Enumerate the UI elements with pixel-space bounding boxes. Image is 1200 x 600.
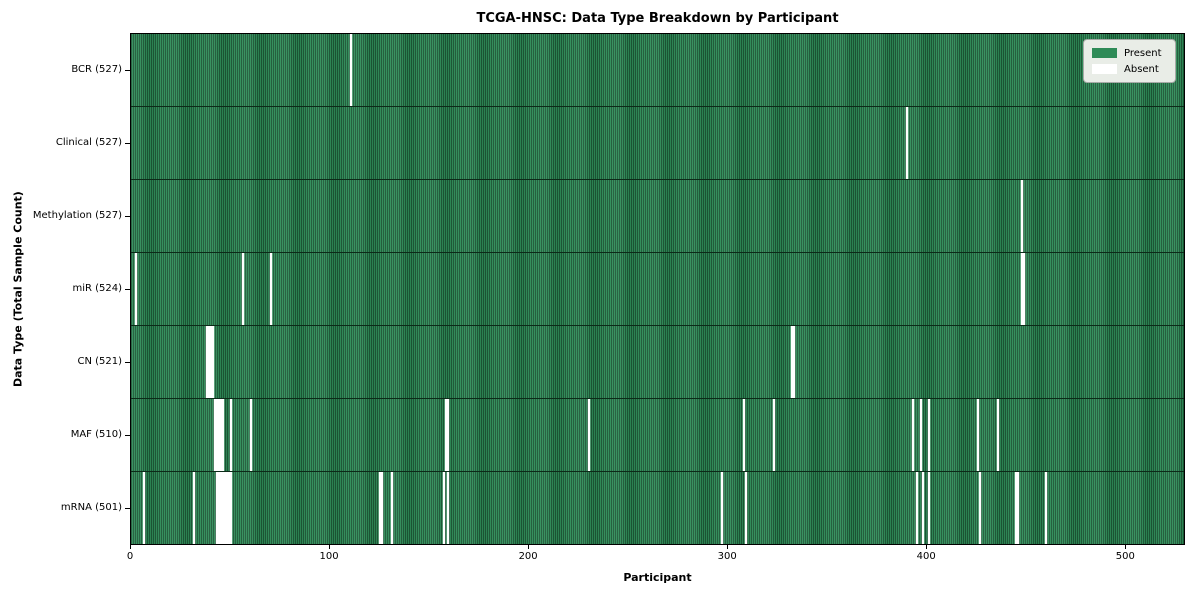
heatmap-row-maf [131,399,1184,472]
legend-label-present: Present [1124,47,1162,59]
y-tick-mark [125,362,130,364]
x-tick-label: 300 [717,551,737,562]
absent-mark [214,399,217,471]
y-tick-label: Methylation (527) [32,209,122,221]
absent-mark [927,399,930,471]
absent-mark [226,472,229,544]
present-swatch-icon [1092,48,1117,58]
y-tick-label: CN (521) [77,356,122,368]
absent-mark [228,472,231,544]
absent-mark [222,399,225,471]
chart-title: TCGA-HNSC: Data Type Breakdown by Partic… [476,11,839,26]
legend-label-absent: Absent [1124,63,1159,75]
absent-mark [1021,253,1024,325]
absent-mark [1017,472,1020,544]
absent-mark [790,326,793,398]
absent-mark [1015,472,1018,544]
x-tick-mark [528,545,530,549]
absent-mark [742,399,745,471]
absent-mark [381,472,384,544]
x-axis-label: Participant [623,571,692,584]
absent-mark [216,399,219,471]
x-tick-label: 100 [319,551,339,562]
absent-mark [1044,472,1047,544]
x-tick-label: 200 [518,551,538,562]
absent-mark [442,472,445,544]
absent-mark [230,399,233,471]
absent-mark [230,472,233,544]
absent-mark [915,472,918,544]
absent-mark [911,399,914,471]
absent-mark [792,326,795,398]
y-tick-label: mRNA (501) [60,502,122,514]
absent-mark [997,399,1000,471]
absent-mark [979,472,982,544]
absent-mark [216,472,219,544]
x-tick-mark [130,545,131,549]
absent-mark [208,326,211,398]
x-tick-label: 400 [916,551,936,562]
heatmap-row-mrna [131,472,1184,544]
x-tick-label: 500 [1115,551,1135,562]
y-tick-mark [125,215,130,217]
heatmap-row-clinical [131,107,1184,180]
legend-entry-absent: Absent [1092,64,1167,75]
absent-mark [224,472,227,544]
absent-mark [218,472,221,544]
absent-mark [206,326,209,398]
absent-mark [192,472,195,544]
absent-mark [242,253,245,325]
y-tick-label: Clinical (527) [55,136,122,148]
plot-area [130,33,1185,545]
absent-mark [134,253,137,325]
absent-mark [1021,180,1024,252]
absent-swatch-icon [1092,64,1117,74]
absent-mark [391,472,394,544]
absent-mark [446,472,449,544]
absent-mark [210,326,213,398]
legend: Present Absent [1083,39,1176,83]
absent-mark [218,399,221,471]
x-tick-mark [1125,545,1127,549]
legend-entry-present: Present [1092,48,1167,59]
absent-mark [220,472,223,544]
absent-mark [587,399,590,471]
absent-mark [919,399,922,471]
absent-mark [744,472,747,544]
x-tick-mark [926,545,928,549]
y-tick-mark [125,142,130,144]
absent-mark [1023,253,1026,325]
x-tick-mark [727,545,729,549]
absent-mark [446,399,449,471]
y-tick-mark [125,508,130,510]
absent-mark [977,399,980,471]
x-tick-label: 0 [126,551,134,562]
heatmap-row-mir [131,253,1184,326]
y-tick-mark [125,435,130,437]
x-tick-mark [329,545,331,549]
absent-mark [222,472,225,544]
y-tick-mark [125,289,130,290]
absent-mark [721,472,724,544]
absent-mark [905,107,908,179]
y-tick-label: MAF (510) [70,429,122,441]
heatmap-row-cn [131,326,1184,399]
absent-mark [220,399,223,471]
absent-mark [921,472,924,544]
absent-mark [444,399,447,471]
heatmap-row-methylation [131,180,1184,253]
absent-mark [349,34,352,106]
absent-mark [772,399,775,471]
y-tick-label: BCR (527) [71,63,122,75]
absent-mark [212,326,215,398]
y-tick-label: miR (524) [72,283,122,294]
absent-mark [927,472,930,544]
y-tick-mark [125,69,130,71]
absent-mark [250,399,253,471]
absent-mark [142,472,145,544]
absent-mark [270,253,273,325]
absent-mark [379,472,382,544]
heatmap-row-bcr [131,34,1184,107]
